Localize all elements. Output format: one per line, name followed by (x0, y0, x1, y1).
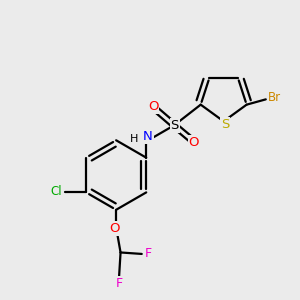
Text: O: O (189, 136, 199, 149)
Text: Cl: Cl (51, 185, 62, 198)
Text: F: F (145, 248, 152, 260)
Text: O: O (148, 100, 158, 113)
Text: Br: Br (267, 92, 280, 104)
Text: F: F (116, 277, 123, 290)
Text: O: O (110, 222, 120, 236)
Text: S: S (171, 119, 179, 132)
Text: H: H (130, 134, 138, 143)
Text: N: N (143, 130, 153, 143)
Text: S: S (221, 118, 229, 131)
